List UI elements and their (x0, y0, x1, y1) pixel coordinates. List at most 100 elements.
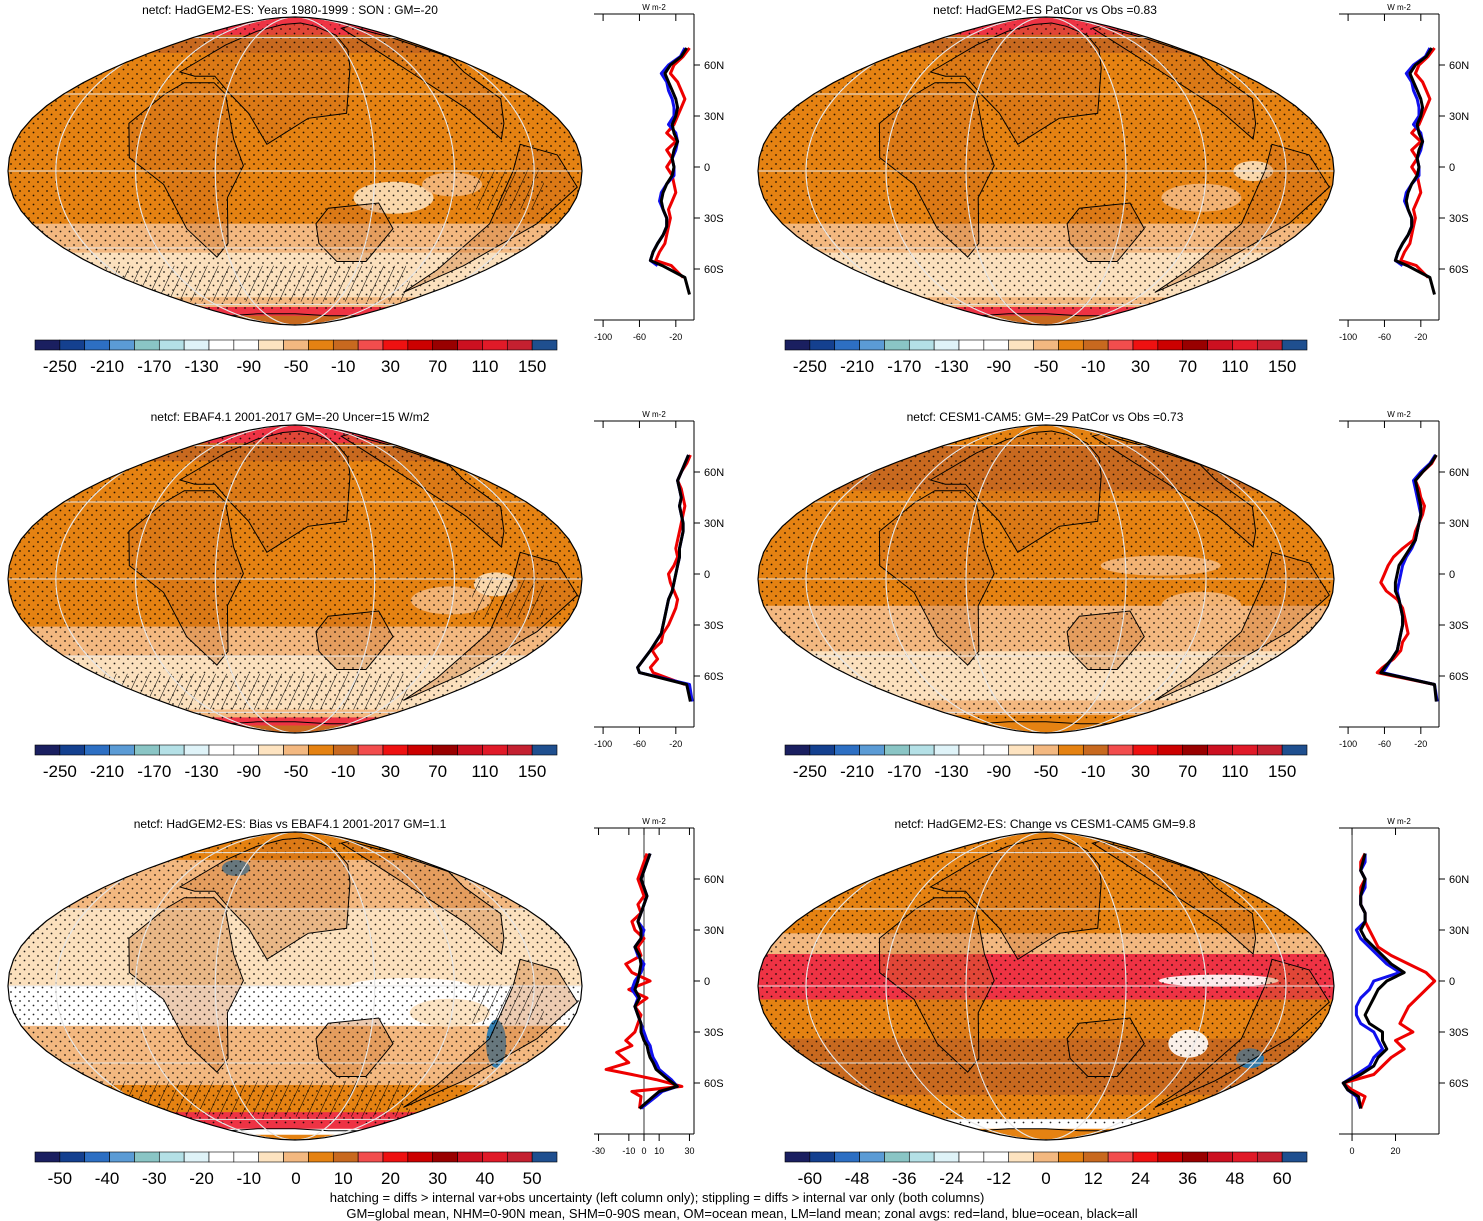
colorbar-swatch (983, 744, 1010, 756)
map-outline (757, 16, 1335, 326)
colorbar-swatch (859, 339, 885, 351)
colorbar-swatch (506, 339, 533, 351)
colorbar-label: 70 (1178, 762, 1197, 781)
zonal-xtick-label: -60 (633, 332, 646, 342)
zonal-xtick-label: -100 (594, 332, 612, 342)
colorbar-swatch (258, 339, 284, 351)
colorbar-swatch (233, 1151, 260, 1163)
zonal-series-all (1341, 853, 1406, 1109)
graticule-lon (55, 425, 535, 733)
colorbar-label: 30 (1131, 762, 1150, 781)
colorbar-label: 70 (428, 762, 447, 781)
colorbar-label: -10 (331, 357, 356, 376)
zonal-lat-label: 30S (704, 213, 724, 225)
colorbar-swatch (1256, 1151, 1283, 1163)
hatching (472, 577, 544, 618)
colorbar-label: -130 (935, 762, 969, 781)
colorbar-label: -250 (43, 762, 77, 781)
colorbar-label: 150 (518, 357, 546, 376)
colorbar-swatch (283, 339, 309, 351)
map-outline (7, 831, 583, 1141)
colorbar-swatch (933, 1151, 960, 1163)
colorbar-swatch (332, 744, 359, 756)
graticule-lon (965, 425, 1127, 733)
robinson-map (757, 16, 1335, 326)
colorbar-label: 20 (381, 1169, 400, 1188)
colorbar-swatch (407, 744, 434, 756)
zonal-series-all (636, 454, 692, 702)
stippling (758, 24, 1334, 311)
colorbar-label: -20 (189, 1169, 214, 1188)
zonal-lat-label: 30N (1449, 518, 1469, 530)
map-outline (7, 16, 583, 326)
zonal-xtick-label: 0 (1350, 1146, 1355, 1156)
colorbar-label: -50 (284, 762, 309, 781)
zonal-unit-label: W m-2 (1387, 410, 1411, 419)
value-band (8, 315, 582, 325)
graticule-lon (965, 832, 1127, 1140)
colorbar-swatch (1207, 1151, 1233, 1163)
colorbar-swatch (332, 339, 359, 351)
colorbar-label: -10 (1081, 762, 1106, 781)
colorbar-swatch (784, 339, 811, 351)
colorbar-swatch (809, 339, 836, 351)
colorbar-label: -60 (798, 1169, 823, 1188)
footer-line-2: GM=global mean, NHM=0-90N mean, SHM=0-90… (346, 1206, 1137, 1221)
panel-title: netcf: HadGEM2-ES: Change vs CESM1-CAM5 … (894, 817, 1195, 831)
map-fill (8, 17, 582, 325)
zonal-lat-label: 60S (1449, 671, 1469, 683)
colorbar-label: -170 (887, 762, 921, 781)
colorbar-label: -210 (90, 762, 124, 781)
colorbar: -250 -210 -170 -130 -90 -50 -10 30 70 110 150 (34, 744, 558, 781)
colorbar-swatch (109, 1151, 135, 1163)
colorbar-label: 110 (471, 762, 498, 781)
colorbar-swatch (34, 744, 61, 756)
panel-title: netcf: HadGEM2-ES: Bias vs EBAF4.1 2001-… (134, 817, 447, 831)
colorbar-swatch (983, 339, 1010, 351)
colorbar-swatch (859, 1151, 885, 1163)
colorbar-swatch (531, 744, 558, 756)
colorbar-label: -50 (1034, 357, 1059, 376)
colorbar-swatch (432, 744, 458, 756)
zonal-lat-label: 0 (1449, 569, 1455, 581)
colorbar-swatch (457, 1151, 483, 1163)
stippling (758, 432, 1334, 719)
panel-title: netcf: CESM1-CAM5: GM=-29 PatCor vs Obs … (907, 410, 1184, 424)
zonal-mean-plot: W m-2 -100 -60 -20 60N 30N 0 30S 60S (594, 3, 724, 342)
colorbar-swatch (884, 744, 910, 756)
zonal-mean-plot: W m-2 0 20 60N 30N 0 30S 60S (1339, 817, 1469, 1156)
colorbar-label: 36 (1178, 1169, 1197, 1188)
value-band (8, 725, 582, 733)
colorbar-label: -210 (840, 357, 874, 376)
colorbar-label: -30 (142, 1169, 167, 1188)
colorbar-label: -12 (986, 1169, 1011, 1188)
colorbar-label: -210 (840, 762, 874, 781)
graticule-lon (135, 17, 455, 325)
hatching (472, 169, 544, 210)
colorbar-swatch (357, 1151, 384, 1163)
zonal-lat-label: 60S (704, 264, 724, 276)
zonal-xtick-label: -30 (592, 1146, 605, 1156)
colorbar: -250 -210 -170 -130 -90 -50 -10 30 70 110 150 (784, 339, 1308, 376)
zonal-lat-label: 30N (704, 925, 724, 937)
colorbar-label: -130 (185, 762, 219, 781)
colorbar-label: 150 (1268, 762, 1296, 781)
hatching (472, 984, 544, 1025)
colorbar-label: 150 (518, 762, 546, 781)
colorbar-swatch (933, 744, 960, 756)
colorbar-swatch (258, 1151, 284, 1163)
colorbar-swatch (958, 339, 985, 351)
robinson-map (7, 16, 583, 326)
zonal-series-all (1379, 454, 1438, 702)
colorbar-label: 0 (1041, 1169, 1050, 1188)
colorbar-label: 0 (291, 1169, 300, 1188)
zonal-series-land (1375, 454, 1438, 686)
zonal-lat-label: 30S (1449, 620, 1469, 632)
map-fill (758, 17, 1334, 325)
colorbar-label: 110 (471, 357, 498, 376)
colorbar-label: -40 (95, 1169, 120, 1188)
colorbar-swatch (158, 744, 185, 756)
zonal-xtick-label: -60 (633, 739, 646, 749)
colorbar-label: -50 (1034, 762, 1059, 781)
colorbar-swatch (1058, 744, 1084, 756)
